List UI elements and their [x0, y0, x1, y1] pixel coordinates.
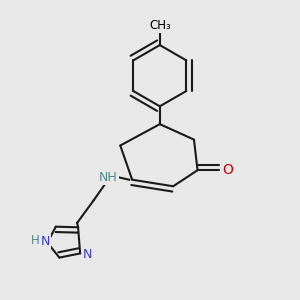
Text: H: H	[31, 234, 40, 247]
Text: O: O	[222, 163, 233, 177]
Text: N: N	[41, 235, 50, 248]
Text: NH: NH	[99, 171, 118, 184]
Text: CH₃: CH₃	[149, 19, 171, 32]
Text: N: N	[83, 248, 92, 261]
